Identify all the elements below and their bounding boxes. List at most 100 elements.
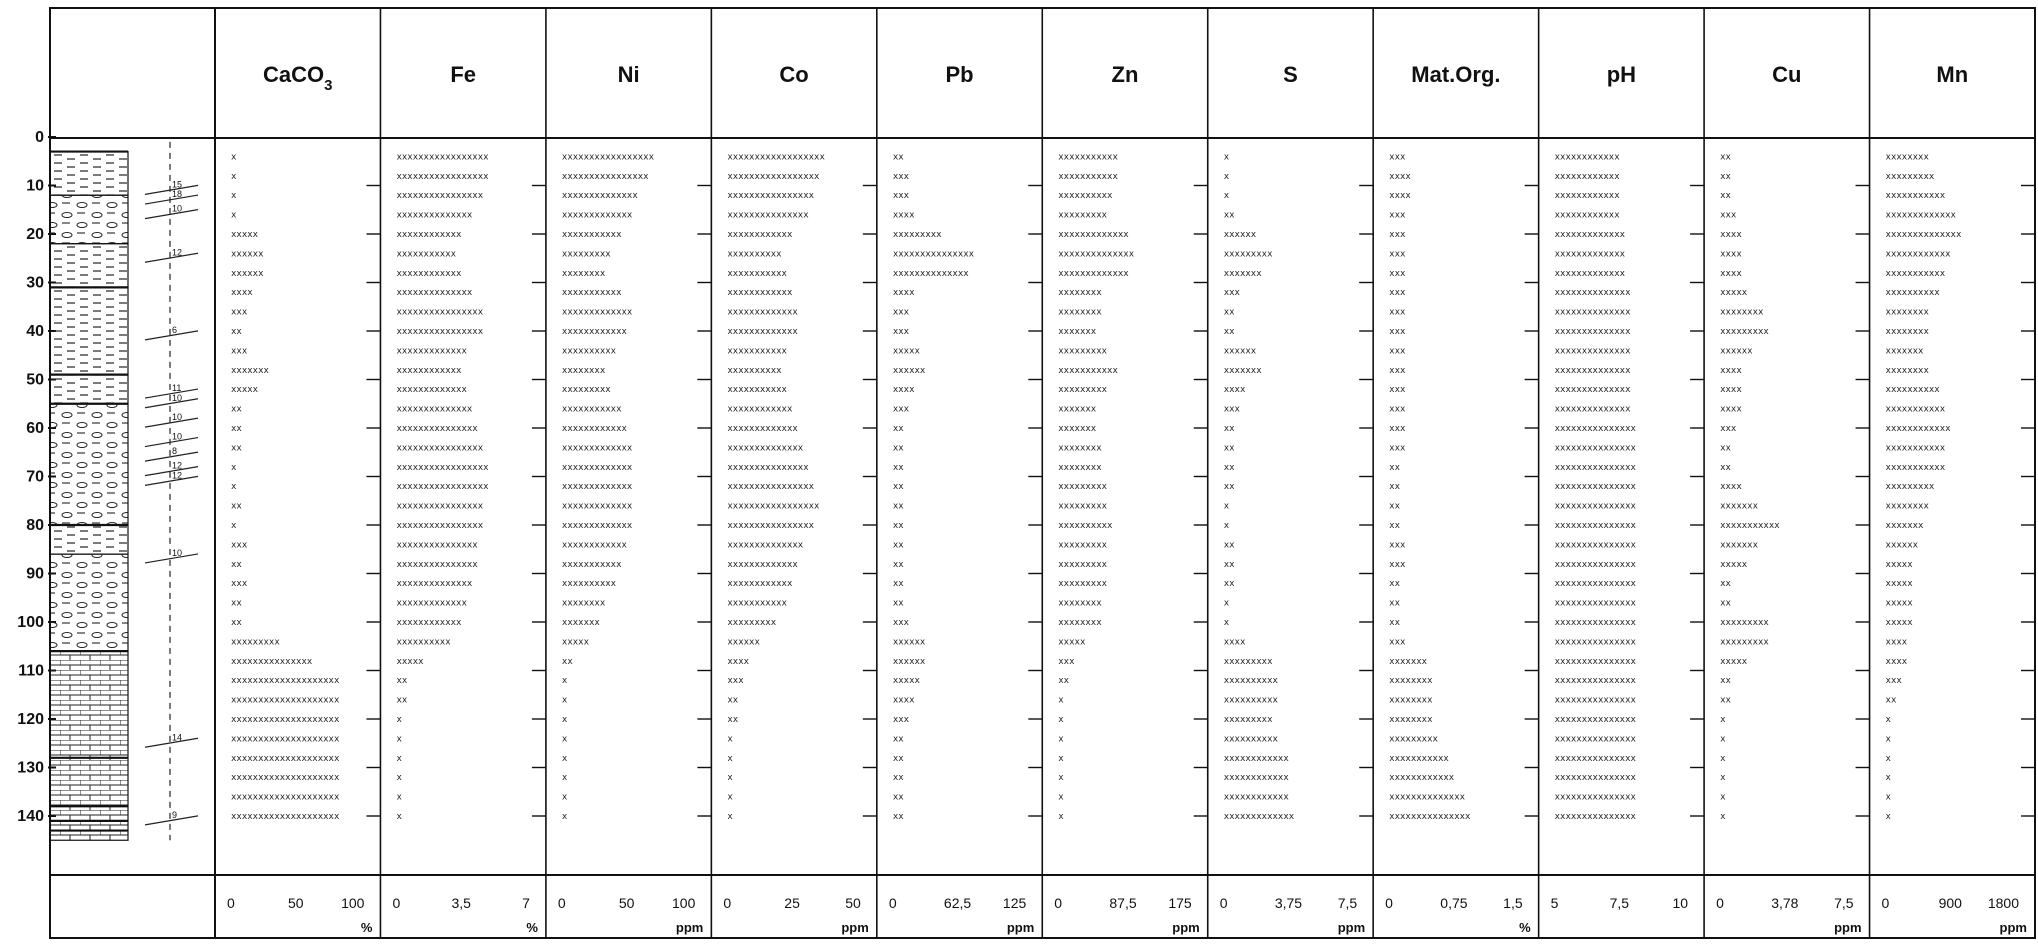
data-bar: xxxxxxxxxxxxxxx [1555,812,1637,822]
bed-marker [144,184,199,195]
lithology-unit [49,650,129,841]
data-bar: xx [1720,191,1731,201]
column-pb: Pb0 62,5 125ppmxxxxxxxxxxxxxxxxxxxxxxxxxxx… [889,62,1043,935]
data-bar: x [396,734,402,744]
data-bar: xx [1720,599,1731,609]
data-bar: xxxxxxxxx [1058,211,1107,221]
depth-tick-label: 120 [17,711,44,728]
data-bar: xxxxx [1886,560,1914,570]
data-bar: x [396,715,402,725]
column-zn: Zn0 87,5 175ppmxxxxxxxxxxxxxxxxxxxxxxxxxxx… [1054,62,1208,935]
data-bar: xxx [893,172,910,182]
unit-label: ppm [1007,920,1034,935]
data-bar: xxxxxxxxx [893,230,942,240]
data-bar: xxxxxxxxxxxxxxx [1555,773,1637,783]
bed-label: 6 [172,325,177,335]
data-bar: xxxxxxxxxxxxxxxxxxxx [231,696,340,706]
scale-tick-label: 3,75 [1275,895,1302,911]
data-bar: xxxxxxxxxxxxx [396,385,467,395]
data-bar: xxx [1389,230,1406,240]
bed-marker [144,737,199,748]
data-bar: xxxxxxxxxxxx [396,366,462,376]
unit-label: ppm [676,920,703,935]
data-bar: xxxx [1224,637,1246,647]
data-bar: x [1720,773,1726,783]
data-bar: xxxx [1720,482,1742,492]
data-bar: xxxxxxx [1058,424,1097,434]
data-bar: xxxxxxxxxxxxxxx [396,560,478,570]
scale-tick-label: 100 [341,895,365,911]
data-bar: xxxxxxxxx [562,385,611,395]
data-bar: xxxxxxxxxxx [562,230,622,240]
data-bar: xx [1224,463,1235,473]
data-bar: xxxxxxxxx [1058,579,1107,589]
depth-tick-label: 50 [26,372,44,389]
data-bar: xx [231,327,242,337]
data-bar: xxxxx [1720,560,1748,570]
data-bar: xx [1720,172,1731,182]
data-bar: xxxxxxxxxxx [1720,521,1780,531]
lithology-unit [49,524,129,555]
data-bar: x [1720,754,1726,764]
bed-label: 10 [172,548,182,558]
data-bar: xxxxxxxxx [1224,715,1273,725]
data-bar: xx [893,443,904,453]
data-bar: xxxxxx [1224,230,1257,240]
column-header-name: S [1283,62,1298,87]
data-bar: xxxx [1720,405,1742,415]
data-bar: xxxxxxxxxxxxxxxx [727,191,814,201]
data-bar: xx [1389,579,1400,589]
data-bar: x [231,211,237,221]
data-bar: xxxxxxxxxxxxxxx [396,540,478,550]
data-bar: xxxxxxx [1224,366,1263,376]
data-bar: xxxxxxxxxx [727,249,782,259]
data-bar: xxxxxxxxxxxxxxx [1555,599,1637,609]
data-bar: xxxxxx [231,249,264,259]
data-bar: xxxxxxxxxxxxxxxx [396,191,483,201]
data-bar: xxxxxxxxx [1058,502,1107,512]
data-bar: x [562,793,568,803]
column-header: Pb [945,62,973,87]
data-bar: xxx [893,405,910,415]
data-bar: xxx [231,540,248,550]
lithology-unit [49,286,129,376]
data-bar: x [396,793,402,803]
data-bar: xxxxxxxxxx [1058,521,1113,531]
data-bar: xxx [893,308,910,318]
column-header-name: Pb [945,62,973,87]
data-bar: xxxx [893,211,915,221]
data-bar: xxxx [1720,366,1742,376]
data-bar: x [562,715,568,725]
scale-tick-label: 100 [672,895,696,911]
depth-tick-label: 10 [26,178,44,195]
scale-tick-label: 62,5 [944,895,971,911]
data-bar: xx [1389,521,1400,531]
column-header: pH [1607,62,1636,87]
data-bar: xxx [1720,424,1737,434]
data-bar: x [1058,696,1064,706]
data-bar: xxxxxxxxxxxxxx [1555,405,1631,415]
data-bar: xxxxx [893,346,921,356]
data-bar: xxxxxxxxxxxx [1224,773,1290,783]
data-bar: xxxxxxxxxxx [1058,172,1118,182]
data-bar: x [727,812,733,822]
data-bar: xxxxxxxxx [1058,385,1107,395]
data-bar: xxxxxxxxxxx [727,385,787,395]
data-bar: x [1058,793,1064,803]
data-bar: xxxxxxx [1058,405,1097,415]
data-bar: xxx [1389,366,1406,376]
data-bar: x [231,482,237,492]
data-bar: xxxxxxxxxxxxxxx [396,424,478,434]
data-bar: x [1224,599,1230,609]
data-bar: xxxxx [1886,579,1914,589]
data-bar: xxxxxxxxxxxxxxx [1555,482,1637,492]
data-bar: xxxxxxxxxxxx [1224,793,1290,803]
data-bar: xxxxxxxx [1389,715,1433,725]
data-bar: xxxxxxxxxxxxxx [727,540,803,550]
unit-label: ppm [2000,920,2027,935]
data-bar: x [1886,812,1892,822]
data-bar: xx [893,482,904,492]
data-bar: xxx [1389,269,1406,279]
data-bar: xxxxxxxxxxxxxxxxx [396,463,489,473]
